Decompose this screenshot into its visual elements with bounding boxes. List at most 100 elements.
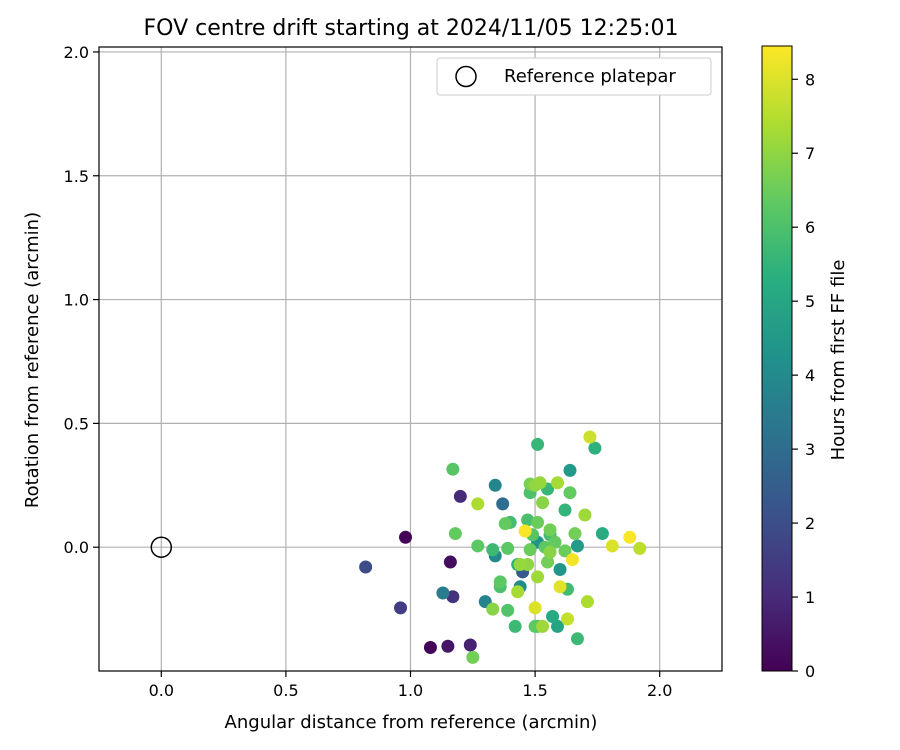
chart-title: FOV centre drift starting at 2024/11/05 … bbox=[144, 16, 679, 41]
data-point bbox=[486, 602, 500, 616]
data-point bbox=[501, 541, 515, 555]
data-point bbox=[580, 595, 594, 609]
y-tick-label: 2.0 bbox=[64, 43, 89, 62]
data-point bbox=[583, 430, 597, 444]
data-point bbox=[560, 612, 574, 626]
colorbar: 0 1 2 3 4 5 6 7 8 Hours from first FF file bbox=[761, 45, 849, 681]
data-point bbox=[513, 558, 527, 572]
data-point bbox=[578, 508, 592, 522]
legend-label: Reference platepar bbox=[504, 66, 676, 87]
data-point bbox=[543, 545, 557, 559]
y-tick-label: 1.5 bbox=[64, 167, 89, 186]
data-point bbox=[501, 603, 515, 617]
y-tick-label: 1.0 bbox=[64, 291, 89, 310]
colorbar-tick-label: 7 bbox=[805, 144, 815, 163]
data-point bbox=[553, 580, 567, 594]
data-point bbox=[443, 555, 457, 569]
data-point bbox=[543, 523, 557, 537]
colorbar-gradient bbox=[762, 46, 792, 671]
data-point bbox=[453, 489, 467, 503]
data-point bbox=[588, 441, 602, 455]
colorbar-tick-label: 5 bbox=[805, 292, 815, 311]
x-tick-label: 0.5 bbox=[273, 681, 298, 700]
data-point bbox=[528, 601, 542, 615]
data-point bbox=[399, 530, 413, 544]
data-point bbox=[536, 619, 550, 633]
data-point bbox=[448, 527, 462, 541]
data-point bbox=[568, 527, 582, 541]
colorbar-tick-label: 4 bbox=[805, 366, 815, 385]
data-point bbox=[633, 541, 647, 555]
data-point bbox=[436, 586, 450, 600]
data-point bbox=[553, 562, 567, 576]
data-point bbox=[531, 515, 545, 529]
data-point bbox=[623, 530, 637, 544]
colorbar-label: Hours from first FF file bbox=[828, 260, 849, 461]
data-point bbox=[595, 527, 609, 541]
colorbar-tick-label: 2 bbox=[805, 514, 815, 533]
y-axis-label: Rotation from reference (arcmin) bbox=[22, 212, 43, 508]
data-point bbox=[563, 486, 577, 500]
x-tick-label: 1.0 bbox=[398, 681, 423, 700]
legend-box bbox=[436, 57, 712, 96]
x-tick-label: 0.0 bbox=[149, 681, 174, 700]
data-point bbox=[394, 601, 408, 615]
data-point bbox=[446, 462, 460, 476]
data-point bbox=[563, 463, 577, 477]
data-point bbox=[471, 497, 485, 511]
grid-lines bbox=[99, 47, 722, 671]
data-point bbox=[518, 524, 532, 538]
x-tick-label: 1.5 bbox=[522, 681, 547, 700]
data-point bbox=[496, 497, 510, 511]
y-tick-label: 0.0 bbox=[64, 538, 89, 557]
legend: Reference platepar bbox=[436, 57, 712, 96]
data-point bbox=[551, 476, 565, 490]
data-point bbox=[446, 590, 460, 604]
data-point bbox=[523, 543, 537, 557]
data-point bbox=[533, 476, 547, 490]
data-point bbox=[493, 575, 507, 589]
data-point bbox=[531, 570, 545, 584]
data-point bbox=[498, 517, 512, 531]
data-point bbox=[551, 619, 565, 633]
data-point bbox=[521, 513, 535, 527]
data-point bbox=[546, 610, 560, 624]
colorbar-tick-label: 6 bbox=[805, 218, 815, 237]
data-point bbox=[565, 553, 579, 567]
colorbar-ticks: 0 1 2 3 4 5 6 7 8 bbox=[792, 70, 815, 681]
data-point bbox=[511, 585, 525, 599]
colorbar-frame bbox=[761, 45, 793, 672]
data-point bbox=[570, 539, 584, 553]
y-axis-ticks: 0.0 0.5 1.0 1.5 2.0 bbox=[64, 43, 99, 557]
data-point bbox=[570, 632, 584, 646]
data-point bbox=[508, 619, 522, 633]
reference-platepar-marker bbox=[150, 536, 173, 558]
colorbar-tick-label: 8 bbox=[805, 70, 815, 89]
data-point bbox=[471, 539, 485, 553]
legend-marker-circle bbox=[455, 65, 477, 88]
data-points bbox=[359, 430, 647, 664]
data-point bbox=[531, 437, 545, 451]
y-tick-label: 0.5 bbox=[64, 414, 89, 433]
data-point bbox=[536, 496, 550, 510]
data-point bbox=[463, 638, 477, 652]
x-axis-label: Angular distance from reference (arcmin) bbox=[225, 712, 598, 733]
x-tick-label: 2.0 bbox=[647, 681, 672, 700]
data-point bbox=[558, 544, 572, 558]
colorbar-tick-label: 3 bbox=[805, 440, 815, 459]
colorbar-tick-label: 0 bbox=[805, 662, 815, 681]
reference-marker-layer bbox=[150, 536, 173, 558]
x-axis-ticks: 0.0 0.5 1.0 1.5 2.0 bbox=[149, 671, 672, 700]
colorbar-tick-label: 1 bbox=[805, 588, 815, 607]
data-point bbox=[359, 560, 373, 574]
data-point bbox=[548, 535, 562, 549]
data-point bbox=[423, 640, 437, 654]
data-point bbox=[466, 650, 480, 664]
data-point bbox=[605, 539, 619, 553]
data-point bbox=[486, 543, 500, 557]
data-point bbox=[541, 555, 555, 569]
data-point bbox=[558, 503, 572, 517]
data-point bbox=[441, 639, 455, 653]
